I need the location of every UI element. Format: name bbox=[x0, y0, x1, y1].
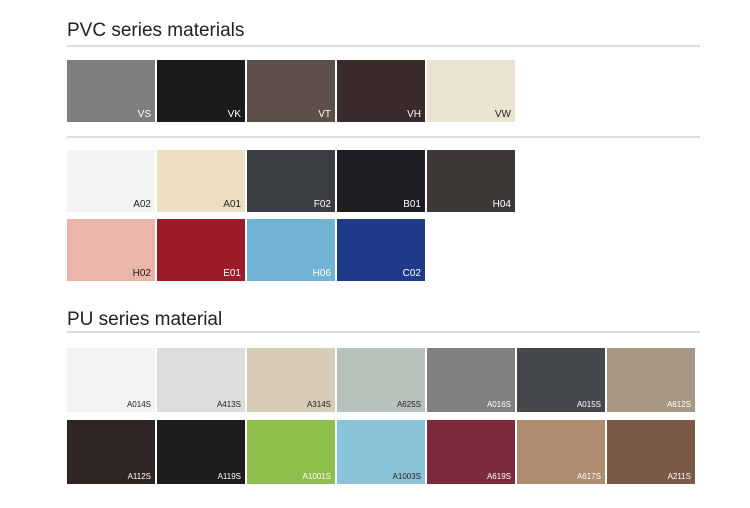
swatch: A015S bbox=[517, 348, 605, 412]
swatch-label: H04 bbox=[493, 199, 512, 210]
swatch-label: A01 bbox=[223, 199, 241, 210]
swatch-color bbox=[337, 150, 425, 212]
swatch: A625S bbox=[337, 348, 425, 412]
swatch-color bbox=[247, 219, 335, 281]
swatch: A1003S bbox=[337, 420, 425, 484]
swatch-color bbox=[337, 60, 425, 122]
swatch-color bbox=[247, 60, 335, 122]
swatch-color bbox=[157, 420, 245, 484]
swatch-label: A211S bbox=[668, 472, 691, 481]
swatch: A314S bbox=[247, 348, 335, 412]
swatch-label: A015S bbox=[577, 400, 601, 409]
swatch-color bbox=[67, 219, 155, 281]
swatch: C02 bbox=[337, 219, 425, 281]
swatch: H06 bbox=[247, 219, 335, 281]
swatch: A617S bbox=[517, 420, 605, 484]
swatch: H04 bbox=[427, 150, 515, 212]
swatch-label: A625S bbox=[397, 400, 421, 409]
swatch: A016S bbox=[427, 348, 515, 412]
swatch-color bbox=[67, 60, 155, 122]
swatch-color bbox=[427, 150, 515, 212]
swatch: A211S bbox=[607, 420, 695, 484]
swatch-color bbox=[157, 219, 245, 281]
swatch-label: VS bbox=[138, 109, 152, 120]
swatch-label: B01 bbox=[403, 199, 421, 210]
swatch-color bbox=[157, 60, 245, 122]
swatch-label: VW bbox=[495, 109, 512, 120]
swatch-label: A1003S bbox=[393, 472, 421, 481]
swatch: A1001S bbox=[247, 420, 335, 484]
swatch-color bbox=[517, 348, 605, 412]
swatch: VH bbox=[337, 60, 425, 122]
swatch-color bbox=[337, 219, 425, 281]
swatch-label: F02 bbox=[314, 199, 332, 210]
swatch: A02 bbox=[67, 150, 155, 212]
swatch-color bbox=[337, 348, 425, 412]
section-title: PU series material bbox=[67, 309, 222, 330]
swatch: E01 bbox=[157, 219, 245, 281]
swatch-label: A112S bbox=[128, 472, 151, 481]
section-title: PVC series materials bbox=[67, 20, 244, 41]
swatch-color bbox=[607, 420, 695, 484]
swatch-color bbox=[427, 348, 515, 412]
swatch: VW bbox=[427, 60, 515, 122]
swatch-color bbox=[247, 348, 335, 412]
swatch: F02 bbox=[247, 150, 335, 212]
swatch: VS bbox=[67, 60, 155, 122]
swatch: A119S bbox=[157, 420, 245, 484]
swatch-label: A1001S bbox=[303, 472, 331, 481]
swatch-color bbox=[67, 348, 155, 412]
swatch-color bbox=[157, 150, 245, 212]
swatch-color bbox=[427, 420, 515, 484]
swatch-color bbox=[67, 150, 155, 212]
swatch-label: A314S bbox=[307, 400, 331, 409]
swatch: A619S bbox=[427, 420, 515, 484]
swatch-label: A619S bbox=[487, 472, 511, 481]
swatch-label: H06 bbox=[313, 268, 332, 279]
swatch-label: A02 bbox=[133, 199, 151, 210]
swatch-color bbox=[427, 60, 515, 122]
swatch-label: A016S bbox=[487, 400, 511, 409]
swatch: A014S bbox=[67, 348, 155, 412]
swatch-color bbox=[67, 420, 155, 484]
swatch-color bbox=[517, 420, 605, 484]
swatch-color bbox=[157, 348, 245, 412]
swatch-label: VK bbox=[228, 109, 242, 120]
swatch-label: H02 bbox=[133, 268, 152, 279]
swatch-label: A612S bbox=[667, 400, 691, 409]
swatch: VT bbox=[247, 60, 335, 122]
swatch-label: A617S bbox=[577, 472, 601, 481]
swatch-label: VT bbox=[318, 109, 331, 120]
swatch-color bbox=[247, 420, 335, 484]
swatch: A612S bbox=[607, 348, 695, 412]
swatch: A01 bbox=[157, 150, 245, 212]
swatch: A112S bbox=[67, 420, 155, 484]
swatch: A413S bbox=[157, 348, 245, 412]
swatch: H02 bbox=[67, 219, 155, 281]
swatch-label: A119S bbox=[218, 472, 241, 481]
swatch-label: E01 bbox=[223, 268, 241, 279]
swatch: VK bbox=[157, 60, 245, 122]
swatch-label: VH bbox=[407, 109, 421, 120]
swatch-color bbox=[337, 420, 425, 484]
swatch-label: A014S bbox=[127, 400, 151, 409]
swatch: B01 bbox=[337, 150, 425, 212]
swatch-color bbox=[607, 348, 695, 412]
swatch-color bbox=[247, 150, 335, 212]
swatch-label: C02 bbox=[403, 268, 422, 279]
swatch-label: A413S bbox=[217, 400, 241, 409]
